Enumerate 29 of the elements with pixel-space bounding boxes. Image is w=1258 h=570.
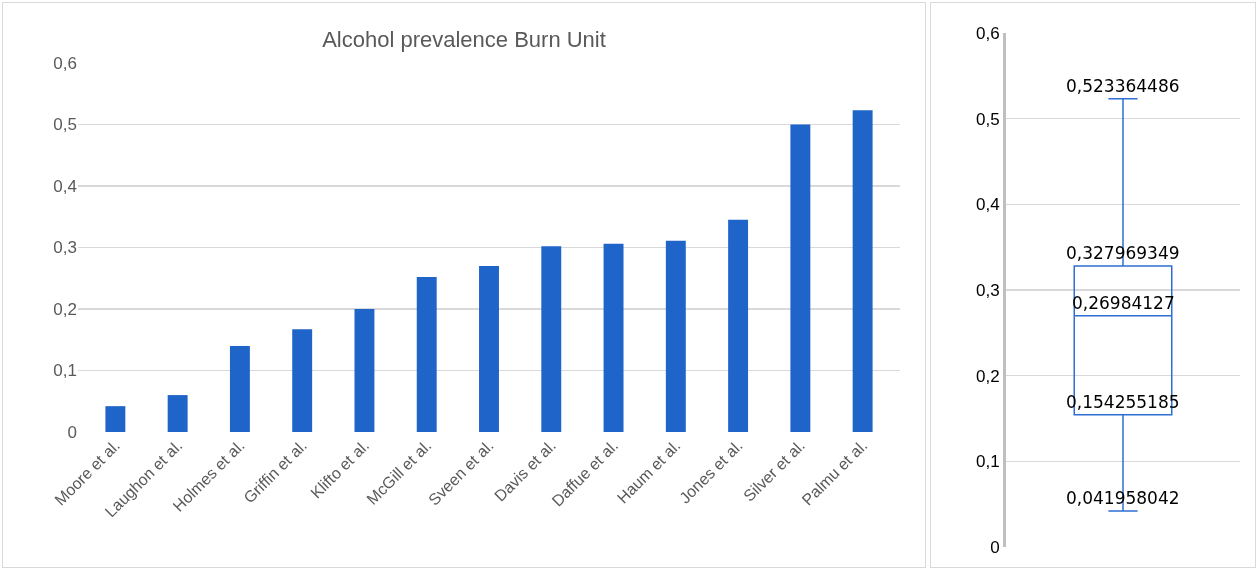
- bar: [603, 243, 624, 432]
- y-tick-label: 0,2: [53, 299, 77, 319]
- y-tick-label: 0: [67, 422, 77, 442]
- y-tick-label: 0,1: [53, 361, 77, 381]
- annotation: 0,523364486: [1066, 76, 1180, 96]
- y-tick-label: 0,4: [53, 176, 77, 196]
- bar: [541, 246, 562, 432]
- bar: [167, 395, 188, 432]
- y-tick-label: 0,2: [975, 366, 1000, 386]
- y-tick-label: 0,6: [975, 23, 1000, 43]
- bar: [229, 345, 250, 432]
- y-tick-label: 0,3: [975, 280, 1000, 300]
- bar: [105, 406, 126, 432]
- y-tick-label: 0,1: [975, 452, 1000, 472]
- bar: [292, 329, 313, 432]
- y-tick-label: 0: [990, 537, 1000, 557]
- bar: [728, 219, 749, 432]
- bar: [354, 309, 375, 432]
- bar: [416, 277, 437, 432]
- chart-title: Alcohol prevalence Burn Unit: [322, 26, 606, 52]
- y-tick-label: 0,6: [53, 53, 77, 73]
- bar: [665, 240, 686, 432]
- bar: [790, 124, 811, 432]
- bar: [479, 265, 499, 432]
- y-tick-label: 0,4: [975, 195, 1000, 215]
- y-tick-label: 0,5: [53, 115, 77, 135]
- y-tick-label: 0,3: [53, 238, 77, 258]
- bar: [852, 110, 873, 432]
- y-tick-label: 0,5: [975, 109, 1000, 129]
